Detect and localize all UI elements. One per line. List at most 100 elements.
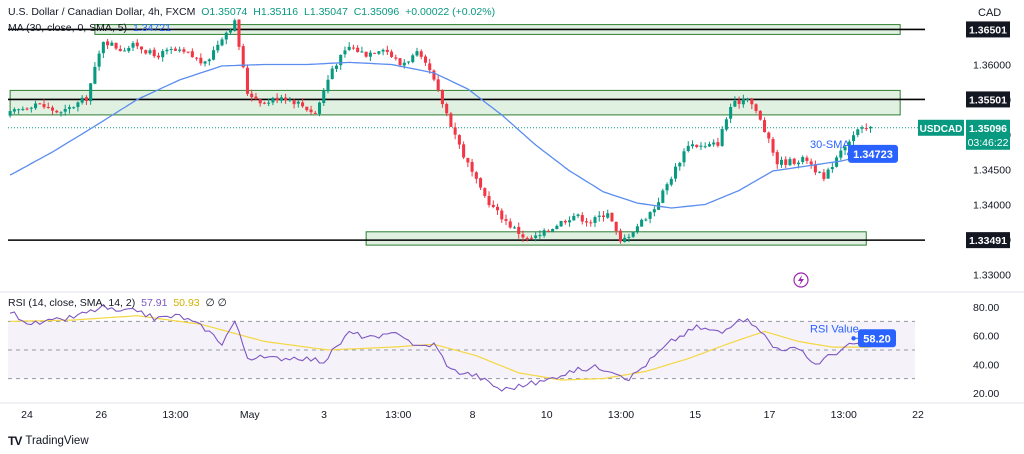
- candle-body: [801, 157, 805, 162]
- candle-body: [12, 109, 16, 112]
- candle-body: [131, 43, 135, 48]
- candle-body: [559, 220, 563, 227]
- candle-body: [288, 99, 292, 101]
- candle-body: [678, 162, 682, 167]
- candle-body: [572, 215, 576, 221]
- open-value: O1.35074: [201, 6, 248, 18]
- symbol-title: U.S. Dollar / Canadian Dollar, 4h, FXCM: [8, 6, 196, 18]
- candle-body: [195, 57, 199, 59]
- candle-body: [669, 178, 673, 185]
- price-tick-6: 1.33000: [973, 270, 1011, 282]
- price-tags: 1.36501 1.35501 1.33491 USDCAD 1.35096 03:46:…: [918, 21, 1010, 249]
- candle-body: [356, 47, 360, 53]
- candle-body: [381, 49, 385, 52]
- last-price-label: 1.35096: [969, 123, 1007, 135]
- candle-body: [258, 99, 262, 104]
- price-tick-0: 1.36000: [973, 60, 1011, 72]
- candle-body: [203, 61, 207, 64]
- candle-body: [432, 70, 436, 80]
- currency-label: CAD: [978, 7, 1001, 19]
- candle-body: [839, 150, 843, 158]
- candle-body: [729, 107, 733, 119]
- candle-body: [428, 63, 432, 71]
- candle-body: [674, 166, 678, 179]
- candle-body: [771, 139, 775, 153]
- candle-body: [101, 42, 105, 54]
- candle-body: [207, 59, 211, 62]
- candle-body: [508, 221, 512, 228]
- candle-body: [279, 97, 283, 101]
- candle-body: [661, 190, 665, 203]
- candle-body: [63, 108, 67, 112]
- level-tag-box-1: [966, 91, 1010, 108]
- candle-body: [305, 106, 309, 111]
- rsi-ma-value: 50.93: [173, 297, 200, 309]
- candle-body: [148, 50, 152, 54]
- rsi-extra: ∅ ∅: [205, 297, 227, 309]
- candle-body: [580, 215, 584, 222]
- candle-body: [699, 145, 703, 147]
- level-tag-box-2: [966, 232, 1010, 249]
- candle-body: [538, 235, 542, 237]
- candle-body: [436, 79, 440, 91]
- candle-body: [864, 127, 868, 129]
- ma-legend[interactable]: MA (30, close, 0, SMA, 5) 1.34721: [8, 22, 174, 34]
- candle-body: [500, 210, 504, 220]
- candle-body: [491, 204, 495, 208]
- candle-body: [788, 159, 792, 166]
- candle-body: [551, 229, 555, 232]
- candle-body: [212, 50, 216, 60]
- candle-body: [830, 167, 834, 170]
- candle-body: [746, 98, 750, 100]
- candle-body: [334, 65, 338, 69]
- candle-body: [59, 112, 63, 114]
- time-tick-12: 22: [912, 409, 924, 421]
- time-tick-1: 26: [95, 409, 107, 421]
- countdown-label: 03:46:22: [968, 137, 1009, 149]
- candle-body: [25, 108, 29, 110]
- candle-body: [445, 103, 449, 114]
- time-tick-3: May: [240, 409, 261, 421]
- candle-body: [652, 209, 656, 213]
- change-value: +0.00022 (+0.02%): [405, 6, 496, 18]
- candle-body: [406, 61, 411, 63]
- candle-body: [618, 230, 622, 242]
- candle-body: [84, 97, 88, 102]
- tradingview-logo-icon: TV: [8, 434, 22, 448]
- tradingview-brand[interactable]: TV TradingView: [8, 434, 89, 448]
- last-price-box: [966, 119, 1010, 150]
- candle-body: [449, 113, 453, 127]
- candle-body: [411, 55, 415, 63]
- rsi-value: 57.91: [141, 297, 168, 309]
- candle-body: [46, 106, 50, 108]
- candle-body: [368, 52, 372, 57]
- candle-body: [631, 232, 635, 237]
- candle-body: [156, 55, 160, 58]
- rsi-legend[interactable]: RSI (14, close, SMA, 14, 2) 57.91 50.93 …: [8, 297, 230, 309]
- candle-body: [597, 215, 601, 217]
- candle-body: [758, 110, 762, 120]
- ma-series-line: [9, 61, 871, 209]
- candle-body: [173, 48, 177, 51]
- candle-body: [186, 51, 190, 53]
- level-tag-label-2: 1.33491: [969, 235, 1007, 247]
- candle-body: [42, 104, 46, 108]
- ma-label: MA (30, close, 0, SMA, 5): [8, 22, 128, 34]
- candle-body: [487, 196, 491, 206]
- candle-body: [199, 57, 203, 64]
- candle-body: [322, 90, 326, 104]
- candle-body: [114, 42, 118, 49]
- candle-body: [784, 159, 788, 165]
- candle-body: [623, 237, 627, 243]
- candle-body: [139, 46, 144, 50]
- candle-body: [385, 49, 389, 52]
- rsi-value-box: [858, 329, 896, 348]
- level-tag-box-0: [966, 21, 1010, 38]
- candle-body: [627, 236, 631, 238]
- candle-body: [182, 49, 186, 52]
- symbol-legend[interactable]: U.S. Dollar / Canadian Dollar, 4h, FXCM …: [8, 6, 498, 18]
- candle-body: [364, 51, 368, 57]
- time-tick-5: 13:00: [385, 409, 411, 421]
- time-tick-2: 13:00: [162, 409, 188, 421]
